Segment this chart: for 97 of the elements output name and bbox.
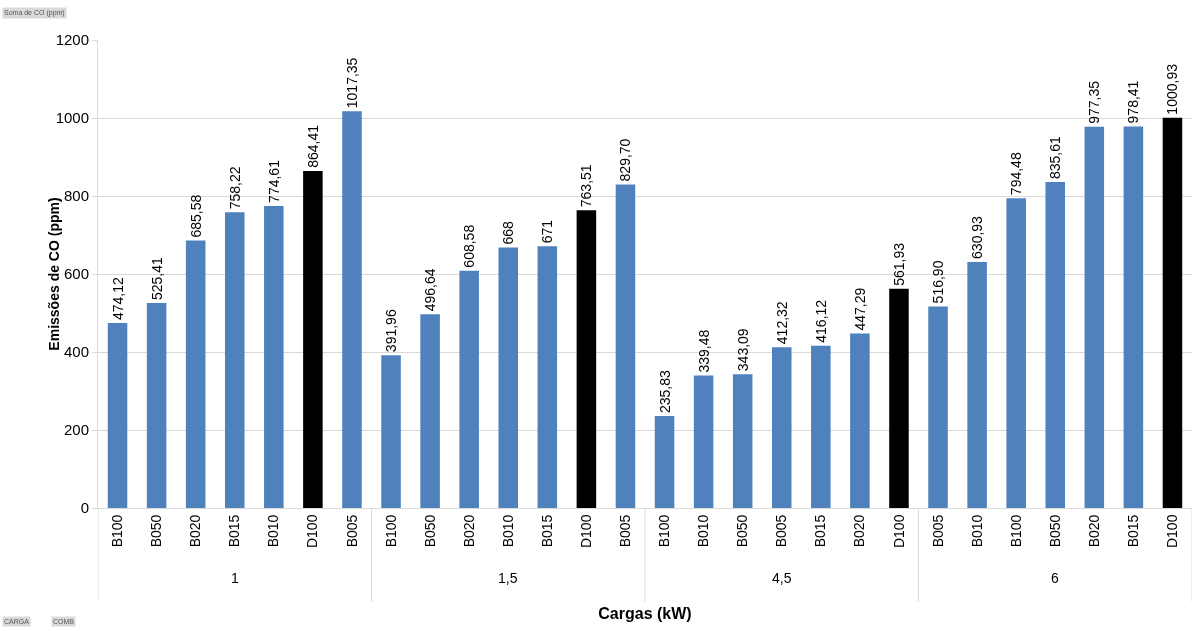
bar — [381, 355, 401, 508]
y-tick-label: 800 — [63, 187, 89, 205]
bar — [693, 375, 714, 508]
bar — [850, 333, 870, 508]
x-tick-label: B050 — [421, 514, 438, 548]
x-tick-label: B015 — [226, 514, 243, 548]
bar — [1162, 117, 1183, 508]
data-label: 343,09 — [734, 328, 751, 372]
bar — [1045, 182, 1066, 508]
y-tick-label: 1200 — [55, 31, 89, 49]
data-label: 516,90 — [930, 260, 947, 304]
data-label: 474,12 — [109, 277, 126, 321]
data-label: 630,93 — [969, 215, 986, 259]
data-label: 525,41 — [148, 257, 165, 301]
bar — [771, 347, 792, 508]
bar — [342, 111, 362, 508]
data-label: 763,51 — [578, 164, 595, 208]
text: 4,5 — [772, 570, 792, 586]
x-tick-label: B100 — [382, 514, 399, 548]
x-tick-label: D100 — [577, 514, 594, 549]
data-label: 977,35 — [1086, 80, 1103, 124]
text: 6 — [1051, 570, 1059, 586]
data-label: 978,41 — [1125, 80, 1142, 124]
data-label: 758,22 — [226, 166, 243, 210]
data-label: 339,48 — [695, 329, 712, 373]
data-label: 391,96 — [383, 309, 400, 353]
data-label: 412,32 — [773, 301, 790, 345]
bar — [615, 184, 636, 508]
bar — [459, 270, 479, 508]
x-tick-label: D100 — [304, 514, 321, 549]
x-tick-label: B100 — [109, 514, 126, 548]
text: 1,5 — [498, 570, 518, 586]
bar — [107, 323, 128, 508]
y-tick-label: 0 — [80, 499, 89, 517]
x-tick-label: B020 — [460, 514, 477, 548]
x-axis-title: Cargas (kW) — [598, 604, 692, 622]
bar — [889, 288, 909, 508]
data-label: 829,70 — [617, 138, 634, 182]
data-label: 835,61 — [1047, 136, 1064, 180]
data-label: 235,83 — [656, 370, 673, 414]
data-label: 671 — [539, 219, 556, 244]
bar — [928, 306, 948, 508]
data-label: 1000,93 — [1164, 63, 1181, 115]
x-tick-label: B100 — [656, 514, 673, 548]
y-axis-title: Emissões de CO (ppm) — [45, 197, 62, 351]
x-tick-label: B005 — [617, 514, 634, 548]
data-label: 668 — [500, 220, 517, 245]
data-label: 496,64 — [422, 268, 439, 312]
x-tick-label: D100 — [1164, 514, 1181, 549]
x-tick-label: D100 — [890, 514, 907, 549]
bar — [1123, 126, 1144, 508]
data-label: 774,61 — [265, 159, 282, 203]
bar — [146, 303, 167, 508]
data-label: 608,58 — [461, 224, 478, 268]
data-label: 561,93 — [890, 242, 907, 286]
x-tick-label: B050 — [1046, 514, 1063, 548]
y-tick-label: 1000 — [55, 109, 89, 127]
bar — [185, 240, 206, 508]
text: 1 — [231, 570, 239, 586]
y-tick-label: 200 — [63, 421, 89, 439]
x-tick-label: B020 — [1085, 514, 1102, 548]
data-label: 794,48 — [1008, 152, 1025, 196]
bar — [732, 374, 753, 508]
x-tick-label: B050 — [734, 514, 751, 548]
bar — [420, 314, 440, 508]
x-tick-label: B005 — [773, 514, 790, 548]
y-tick-label: 600 — [63, 265, 89, 283]
data-label: 447,29 — [851, 287, 868, 331]
bar — [1006, 198, 1026, 508]
bar — [264, 205, 284, 508]
x-tick-label: B010 — [499, 514, 516, 548]
bar — [967, 261, 987, 508]
bar — [224, 212, 245, 508]
bar — [303, 170, 323, 508]
bar — [654, 416, 675, 508]
bar — [1084, 126, 1105, 508]
data-label: 1017,35 — [343, 57, 360, 109]
x-tick-label: B005 — [343, 514, 360, 548]
x-tick-label: B015 — [812, 514, 829, 548]
bar — [576, 210, 597, 508]
bar — [537, 246, 558, 508]
bar — [498, 247, 519, 508]
x-tick-label: B010 — [265, 514, 282, 548]
x-tick-label: B015 — [538, 514, 555, 548]
x-tick-label: B010 — [695, 514, 712, 548]
x-tick-label: B100 — [1007, 514, 1024, 548]
x-tick-label: B020 — [851, 514, 868, 548]
y-tick-label: 400 — [63, 343, 89, 361]
data-label: 864,41 — [304, 124, 321, 168]
x-tick-label: B005 — [929, 514, 946, 548]
x-tick-label: B010 — [968, 514, 985, 548]
data-label: 416,12 — [812, 299, 829, 343]
x-tick-label: B050 — [148, 514, 165, 548]
x-tick-label: B015 — [1124, 514, 1141, 548]
bar — [811, 345, 831, 508]
x-tick-label: B020 — [187, 514, 204, 548]
data-label: 685,58 — [187, 194, 204, 238]
